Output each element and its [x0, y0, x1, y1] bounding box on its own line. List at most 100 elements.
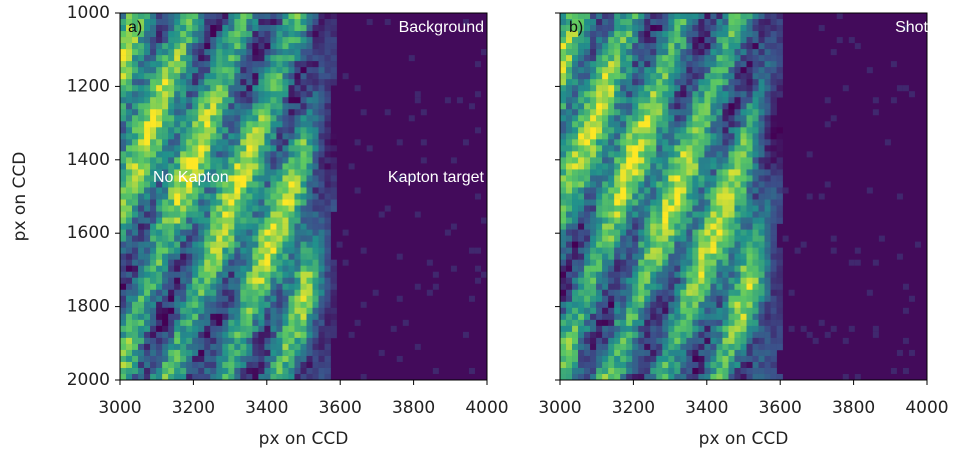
pixel: [686, 302, 692, 308]
pixel: [638, 332, 644, 338]
pixel: [596, 356, 602, 362]
pixel: [656, 242, 662, 248]
pixel: [716, 79, 722, 85]
pixel: [331, 55, 337, 61]
pixel: [704, 248, 710, 254]
pixel: [192, 278, 198, 284]
pixel: [162, 37, 168, 43]
pixel: [674, 31, 680, 37]
pixel: [168, 302, 174, 308]
pixel: [192, 356, 198, 362]
pixel: [192, 109, 198, 115]
pixel: [150, 103, 156, 109]
pixel: [240, 79, 246, 85]
pixel: [686, 326, 692, 332]
pixel: [747, 43, 753, 49]
pixel: [698, 224, 704, 230]
pixel: [300, 193, 306, 199]
pixel: [740, 206, 746, 212]
pixel: [349, 332, 355, 338]
pixel: [674, 85, 680, 91]
pixel: [716, 356, 722, 362]
pixel: [228, 91, 234, 97]
pixel: [698, 181, 704, 187]
pixel: [771, 296, 777, 302]
pixel: [240, 362, 246, 368]
pixel: [638, 49, 644, 55]
pixel: [650, 314, 656, 320]
pixel: [156, 19, 162, 25]
pixel: [222, 218, 228, 224]
pixel: [771, 206, 777, 212]
pixel: [644, 206, 650, 212]
pixel: [307, 49, 313, 55]
pixel: [264, 67, 270, 73]
pixel: [692, 362, 698, 368]
pixel: [204, 61, 210, 67]
pixel: [759, 206, 765, 212]
pixel: [270, 236, 276, 242]
pixel: [596, 127, 602, 133]
pixel: [162, 230, 168, 236]
pixel: [566, 350, 572, 356]
pixel: [590, 19, 596, 25]
pixel: [264, 374, 270, 380]
pixel: [620, 49, 626, 55]
pixel: [258, 163, 264, 169]
pixel: [644, 272, 650, 278]
pixel: [747, 157, 753, 163]
pixel: [668, 187, 674, 193]
pixel: [765, 236, 771, 242]
pixel: [168, 43, 174, 49]
pixel: [650, 242, 656, 248]
pixel: [620, 266, 626, 272]
pixel: [722, 97, 728, 103]
pixel: [710, 368, 716, 374]
pixel: [162, 187, 168, 193]
pixel: [313, 218, 319, 224]
pixel: [747, 13, 753, 19]
pixel: [765, 97, 771, 103]
pixel: [174, 212, 180, 218]
pixel: [740, 200, 746, 206]
pixel: [325, 13, 331, 19]
pixel: [246, 115, 252, 121]
pixel: [264, 85, 270, 91]
pixel: [222, 224, 228, 230]
pixel: [204, 224, 210, 230]
pixel: [325, 254, 331, 260]
pixel: [144, 266, 150, 272]
pixel: [126, 43, 132, 49]
pixel: [138, 67, 144, 73]
pixel: [198, 127, 204, 133]
pixel: [650, 272, 656, 278]
pixel: [620, 284, 626, 290]
pixel: [264, 79, 270, 85]
pixel: [469, 296, 475, 302]
pixel: [319, 181, 325, 187]
pixel: [722, 103, 728, 109]
pixel: [156, 127, 162, 133]
pixel: [602, 145, 608, 151]
pixel: [240, 248, 246, 254]
pixel: [668, 157, 674, 163]
pixel: [578, 145, 584, 151]
pixel: [626, 169, 632, 175]
pixel: [276, 224, 282, 230]
pixel: [325, 157, 331, 163]
pixel: [686, 290, 692, 296]
pixel: [759, 368, 765, 374]
pixel: [258, 151, 264, 157]
pixel: [602, 25, 608, 31]
pixel: [186, 139, 192, 145]
pixel: [644, 13, 650, 19]
pixel: [686, 49, 692, 55]
pixel: [590, 242, 596, 248]
pixel: [270, 344, 276, 350]
pixel: [313, 302, 319, 308]
pixel: [632, 55, 638, 61]
pixel: [710, 218, 716, 224]
pixel: [313, 224, 319, 230]
pixel: [216, 127, 222, 133]
pixel: [759, 181, 765, 187]
